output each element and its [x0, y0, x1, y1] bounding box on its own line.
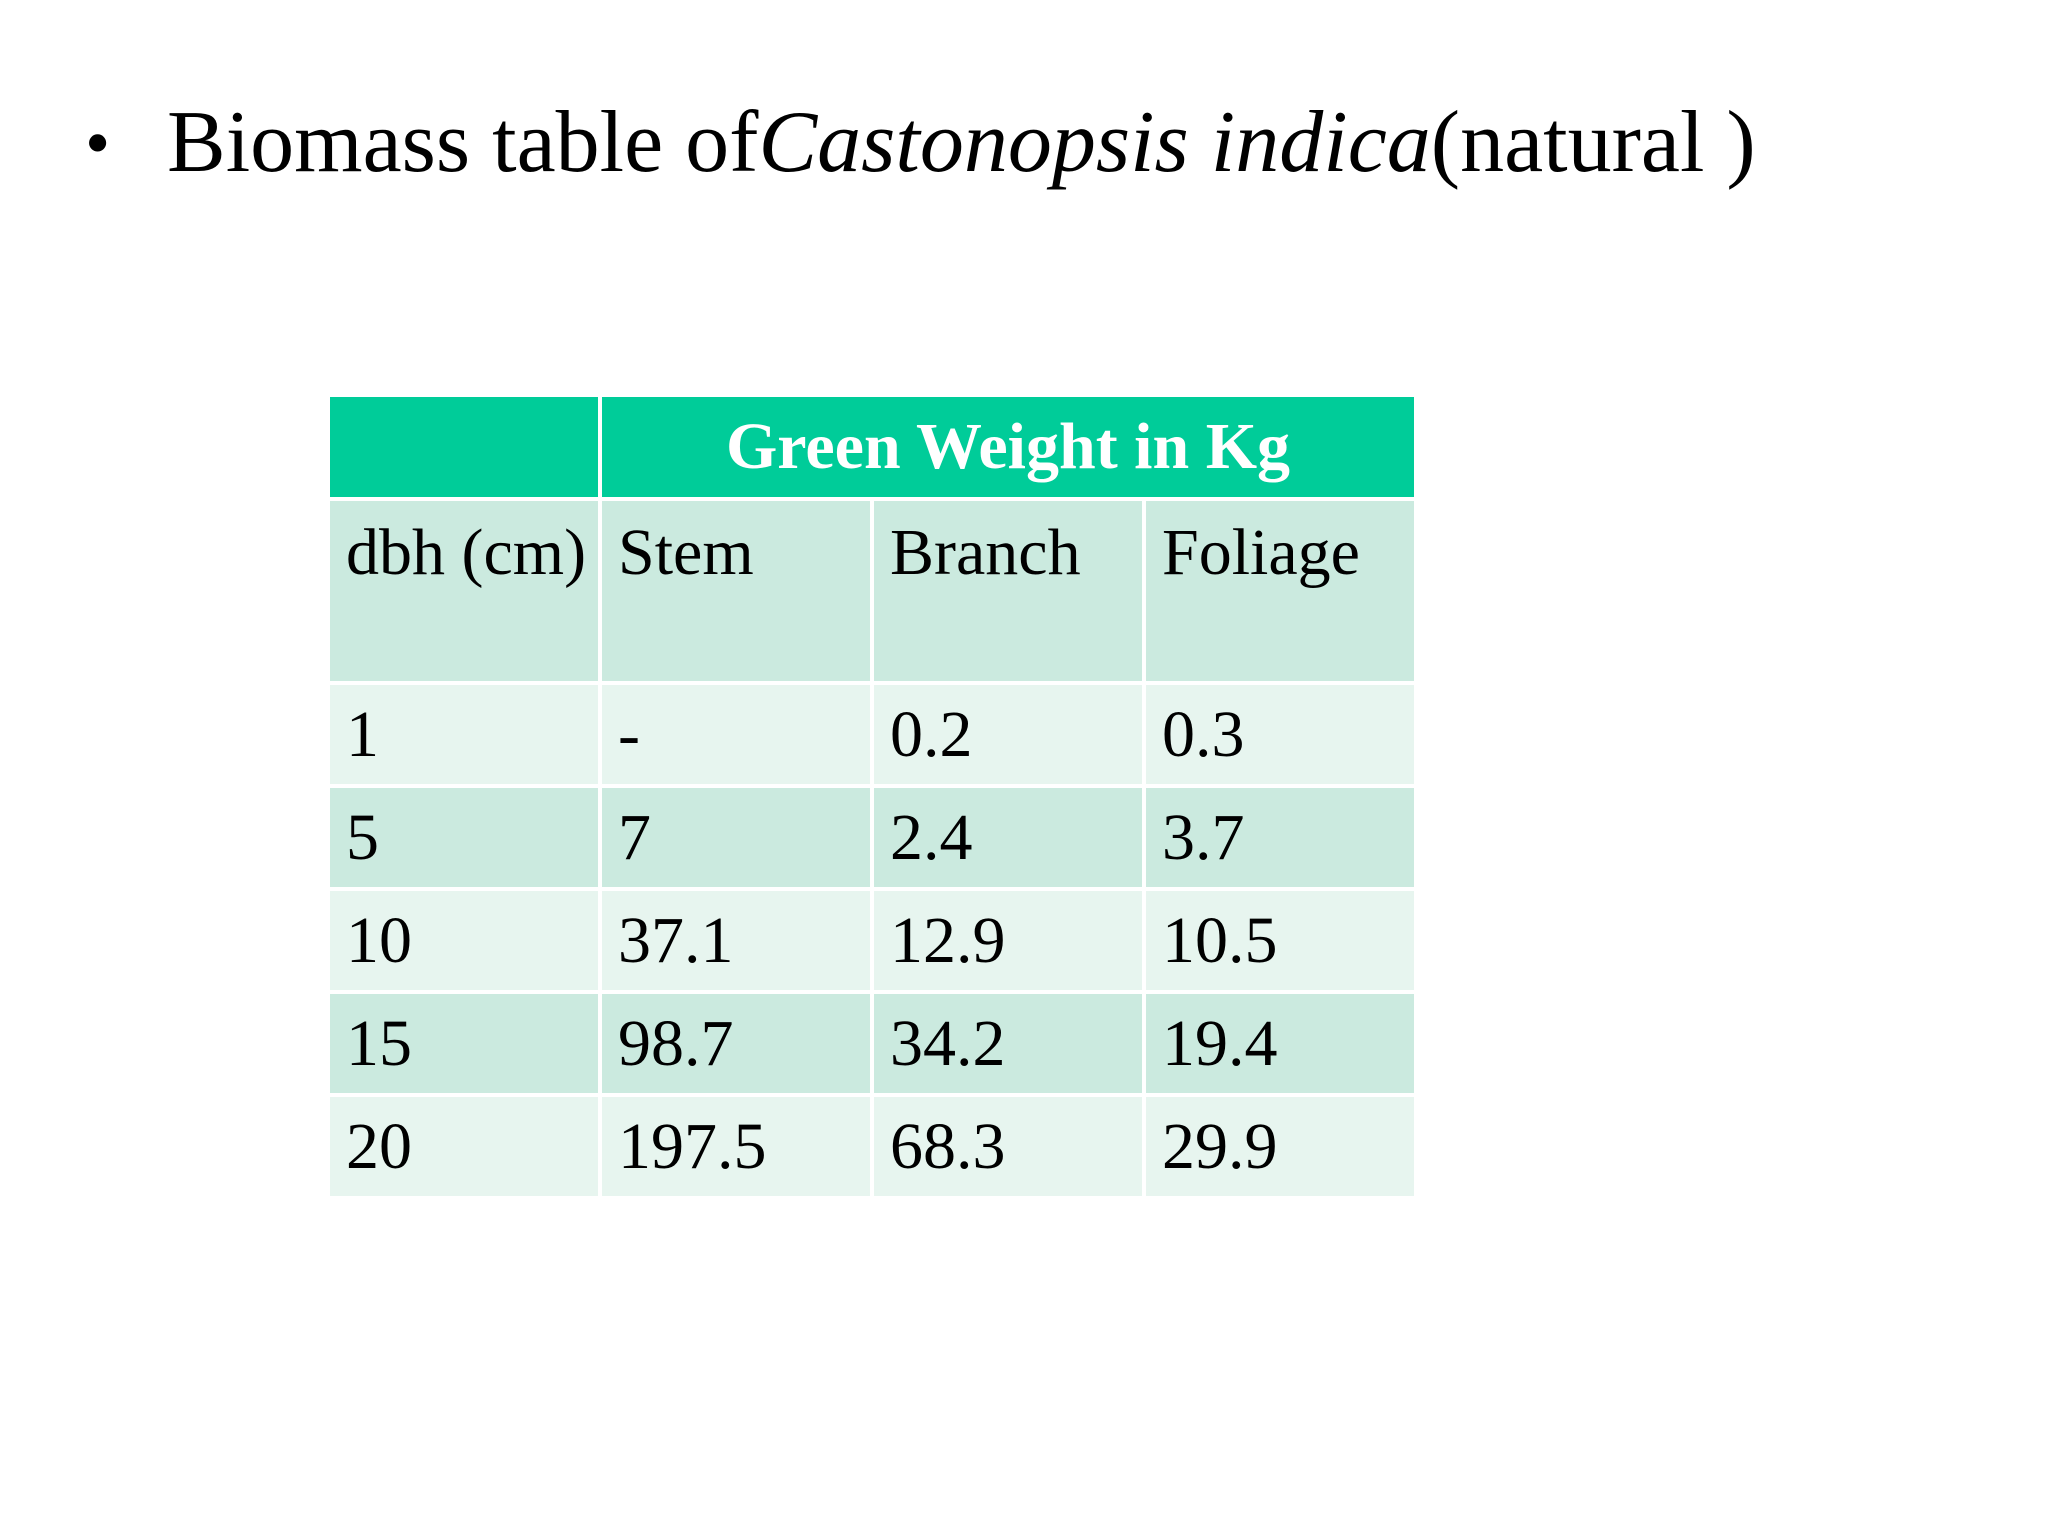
table-group-header-row: Green Weight in Kg — [326, 393, 1418, 501]
table-cell: 15 — [326, 990, 602, 1097]
table-cell: 19.4 — [1142, 990, 1418, 1097]
table-cell: 98.7 — [598, 990, 874, 1097]
table-cell: 197.5 — [598, 1093, 874, 1200]
table-row: 1 - 0.2 0.3 — [326, 681, 1418, 788]
table-cell: 68.3 — [870, 1093, 1146, 1200]
table-cell: 1 — [326, 681, 602, 788]
table-cell: 29.9 — [1142, 1093, 1418, 1200]
slide-title: • Biomass table of Castonopsis indica (n… — [85, 88, 1756, 198]
table-cell: 37.1 — [598, 887, 874, 994]
table-cell: 7 — [598, 784, 874, 891]
biomass-table: Green Weight in Kg dbh (cm) Stem Branch … — [326, 393, 1418, 1200]
title-suffix: (natural ) — [1430, 94, 1756, 191]
bullet-point: • — [85, 103, 111, 183]
table-cell: 5 — [326, 784, 602, 891]
table-cell: - — [598, 681, 874, 788]
table-cell: 10.5 — [1142, 887, 1418, 994]
table-column-header-row: dbh (cm) Stem Branch Foliage — [326, 497, 1418, 685]
table-corner-cell — [326, 393, 602, 501]
table-row: 15 98.7 34.2 19.4 — [326, 990, 1418, 1097]
table-cell: 12.9 — [870, 887, 1146, 994]
title-species: Castonopsis indica — [758, 94, 1431, 191]
group-header: Green Weight in Kg — [598, 393, 1418, 501]
table-cell: 20 — [326, 1093, 602, 1200]
table-cell: 2.4 — [870, 784, 1146, 891]
table-row: 10 37.1 12.9 10.5 — [326, 887, 1418, 994]
table-cell: 3.7 — [1142, 784, 1418, 891]
column-header-dbh: dbh (cm) — [326, 497, 602, 685]
column-header-stem: Stem — [598, 497, 874, 685]
table-cell: 10 — [326, 887, 602, 994]
column-header-foliage: Foliage — [1142, 497, 1418, 685]
table-cell: 34.2 — [870, 990, 1146, 1097]
table-row: 5 7 2.4 3.7 — [326, 784, 1418, 891]
table-row: 20 197.5 68.3 29.9 — [326, 1093, 1418, 1200]
table-cell: 0.2 — [870, 681, 1146, 788]
title-prefix: Biomass table of — [167, 94, 759, 191]
column-header-branch: Branch — [870, 497, 1146, 685]
table-cell: 0.3 — [1142, 681, 1418, 788]
